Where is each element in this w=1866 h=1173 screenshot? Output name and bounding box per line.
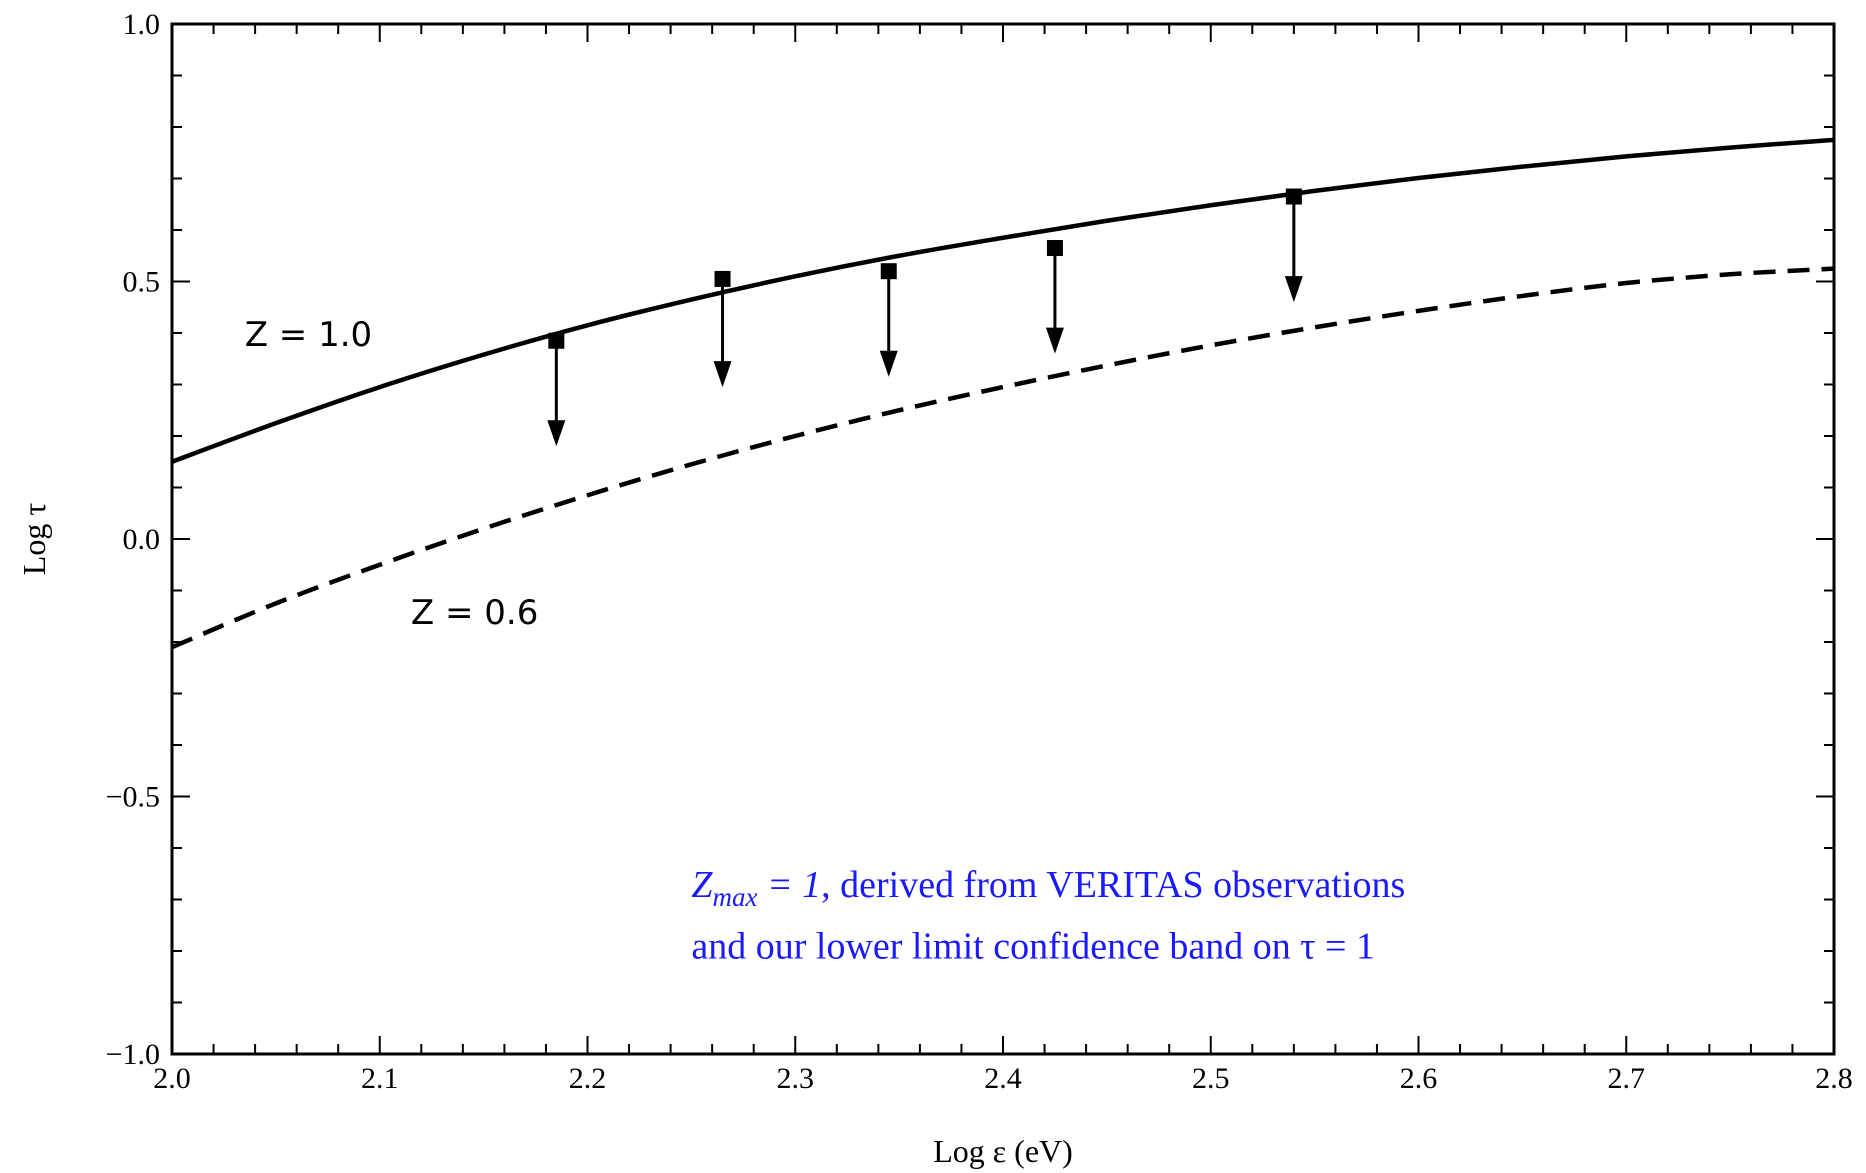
x-tick-label: 2.0 xyxy=(153,1062,191,1095)
x-tick-label: 2.2 xyxy=(569,1062,607,1095)
x-tick-label: 2.3 xyxy=(777,1062,815,1095)
annotation-line-1: Zmax = 1, derived from VERITAS observati… xyxy=(691,864,1405,912)
series-layer xyxy=(171,137,1835,650)
data-point-marker xyxy=(1046,240,1063,257)
x-tick-label: 2.6 xyxy=(1400,1062,1438,1095)
upper-limit-arrowhead xyxy=(1284,276,1303,303)
data-point-marker xyxy=(548,332,565,349)
upper-limit-arrowhead xyxy=(713,361,732,388)
curve-label-z06: Z = 0.6 xyxy=(411,593,538,633)
series-line-z06 xyxy=(171,266,1835,650)
x-axis-label: Log ε (eV) xyxy=(933,1133,1073,1169)
y-tick-label: 0.0 xyxy=(123,523,161,556)
upper-limits xyxy=(547,188,1303,447)
y-tick-label: −1.0 xyxy=(106,1038,160,1071)
series-line-z1 xyxy=(171,137,1835,464)
x-tick-label: 2.4 xyxy=(984,1062,1022,1095)
upper-limit-arrowhead xyxy=(547,420,566,447)
curve-label-z1: Z = 1.0 xyxy=(245,315,372,355)
x-tick-label: 2.1 xyxy=(361,1062,399,1095)
annotation-line1-rest: , derived from VERITAS observations xyxy=(821,864,1405,906)
annotation-line-2: and our lower limit confidence band on τ… xyxy=(691,926,1375,968)
y-tick-label: −0.5 xyxy=(106,781,160,814)
data-point-marker xyxy=(714,270,731,287)
x-tick-label: 2.7 xyxy=(1608,1062,1646,1095)
y-tick-label: 1.0 xyxy=(123,8,161,41)
upper-limit-arrowhead xyxy=(1045,327,1064,354)
upper-limit-arrowhead xyxy=(879,350,898,377)
data-point-marker xyxy=(1285,188,1302,205)
annotation-subscript: max xyxy=(713,882,758,912)
annotation-symbol: Z xyxy=(691,864,713,906)
data-point-marker xyxy=(880,263,897,280)
x-tick-label: 2.8 xyxy=(1815,1062,1853,1095)
tick-labels: 2.0 2.1 2.2 2.3 2.4 2.5 2.6 2.7 2.8 −1.0 −0.5 0.0 0.… xyxy=(106,8,1853,1095)
annotation-value: = 1 xyxy=(758,864,822,906)
y-tick-label: 0.5 xyxy=(123,266,161,299)
y-axis-label: Log τ xyxy=(16,503,52,576)
x-tick-label: 2.5 xyxy=(1192,1062,1230,1095)
plot-frame xyxy=(170,22,1836,1056)
